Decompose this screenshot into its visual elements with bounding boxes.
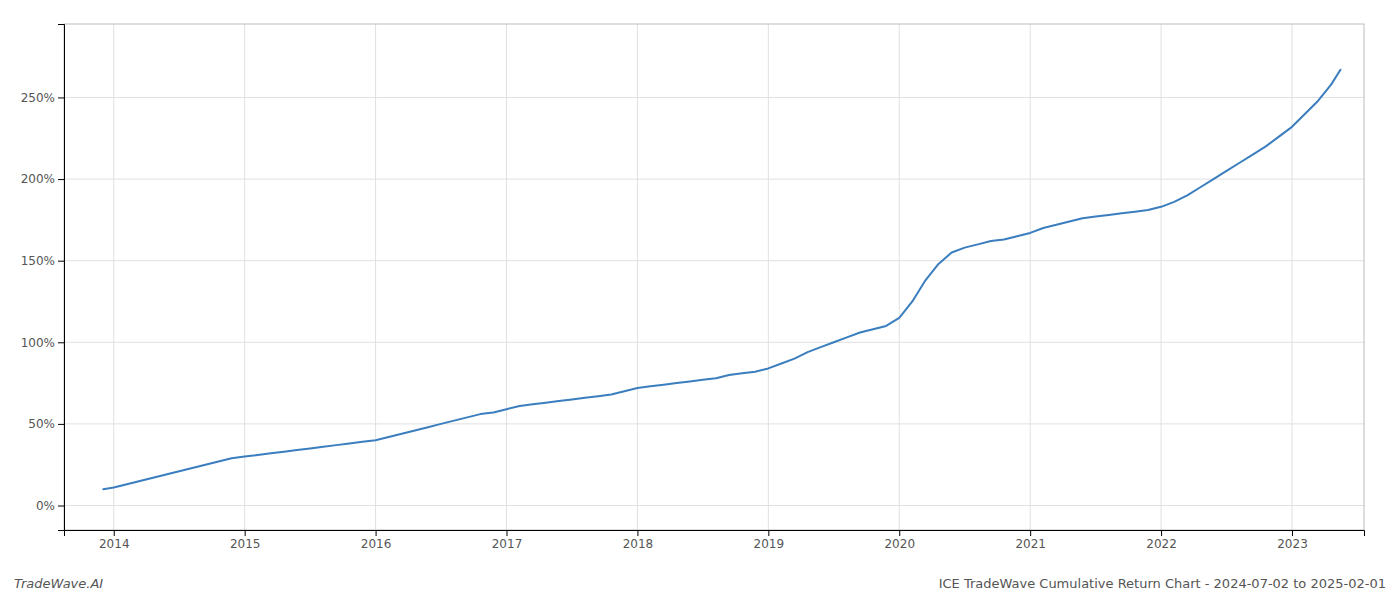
plot: 2014 2015 2016 2017 2018 2019 2020 2021 2022 2023… xyxy=(21,24,1365,551)
tick-mark xyxy=(1292,530,1293,536)
tick-label: 2014 xyxy=(99,537,130,551)
tick-label: 2021 xyxy=(1015,537,1046,551)
tick-mark xyxy=(58,342,64,343)
tick: 2021 xyxy=(1015,530,1046,551)
tick: 2023 xyxy=(1277,530,1308,551)
tick: 2018 xyxy=(623,530,654,551)
tick-label: 2016 xyxy=(361,537,392,551)
grid-line xyxy=(1291,24,1292,530)
tick-label: 2018 xyxy=(623,537,654,551)
tick: 150% xyxy=(21,254,64,268)
y-axis: 0% 50% 100% 150% 200% 250% xyxy=(21,25,65,531)
tick: 200% xyxy=(21,172,64,186)
tick: 0% xyxy=(36,499,64,513)
line xyxy=(103,70,1340,489)
tick: 2016 xyxy=(361,530,392,551)
tick: 2019 xyxy=(754,530,785,551)
grid-line xyxy=(64,423,1364,424)
chart: 2014 2015 2016 2017 2018 2019 2020 2021 2022 2023… xyxy=(0,0,1400,600)
tick-mark xyxy=(376,530,377,536)
plot-frame xyxy=(64,24,1364,530)
tick-label: 2017 xyxy=(492,537,523,551)
tick-mark xyxy=(768,530,769,536)
tick-mark xyxy=(58,97,64,98)
tick-label: 2019 xyxy=(754,537,785,551)
tick: 2015 xyxy=(230,530,261,551)
grid-line xyxy=(64,97,1364,98)
tick-mark xyxy=(1030,530,1031,536)
tick: 2022 xyxy=(1146,530,1177,551)
tick-label: 2023 xyxy=(1277,537,1308,551)
tick: 2020 xyxy=(884,530,915,551)
grid-line xyxy=(113,24,114,530)
grid-line xyxy=(64,260,1364,261)
tick-mark xyxy=(899,530,900,536)
grid-line xyxy=(899,24,900,530)
tick-mark xyxy=(58,424,64,425)
tick: 100% xyxy=(21,336,64,350)
footer-left: TradeWave.AI xyxy=(14,576,103,591)
tick: 2014 xyxy=(99,530,130,551)
tick-mark xyxy=(114,530,115,536)
x-axis: 2014 2015 2016 2017 2018 2019 2020 2021 2022 2023 xyxy=(65,530,1365,551)
tick-label: 250% xyxy=(21,91,55,105)
tick-label: 0% xyxy=(36,499,55,513)
grid xyxy=(64,24,1364,530)
tick-mark xyxy=(58,179,64,180)
tick-mark xyxy=(637,530,638,536)
grid-line xyxy=(64,505,1364,506)
tick-mark xyxy=(1161,530,1162,536)
grid-line xyxy=(637,24,638,530)
tick: 50% xyxy=(28,417,64,431)
grid-line xyxy=(506,24,507,530)
tick-mark xyxy=(58,506,64,507)
marks xyxy=(103,70,1340,489)
tick-label: 200% xyxy=(21,172,55,186)
tick-label: 2020 xyxy=(884,537,915,551)
tick-label: 150% xyxy=(21,254,55,268)
tick-label: 2022 xyxy=(1146,537,1177,551)
grid-line xyxy=(64,179,1364,180)
tick-mark xyxy=(58,261,64,262)
axis-line xyxy=(65,531,1365,537)
grid-line xyxy=(768,24,769,530)
footer-right: ICE TradeWave Cumulative Return Chart - … xyxy=(939,576,1386,591)
grid-line xyxy=(64,342,1364,343)
tick: 2017 xyxy=(492,530,523,551)
axis-line xyxy=(58,25,65,531)
tick-label: 2015 xyxy=(230,537,261,551)
grid-line xyxy=(1030,24,1031,530)
grid-line xyxy=(375,24,376,530)
tick: 250% xyxy=(21,91,64,105)
tick-mark xyxy=(506,530,507,536)
tick-label: 50% xyxy=(28,417,55,431)
grid-line xyxy=(244,24,245,530)
grid-line xyxy=(1161,24,1162,530)
tick-label: 100% xyxy=(21,336,55,350)
tick-mark xyxy=(245,530,246,536)
